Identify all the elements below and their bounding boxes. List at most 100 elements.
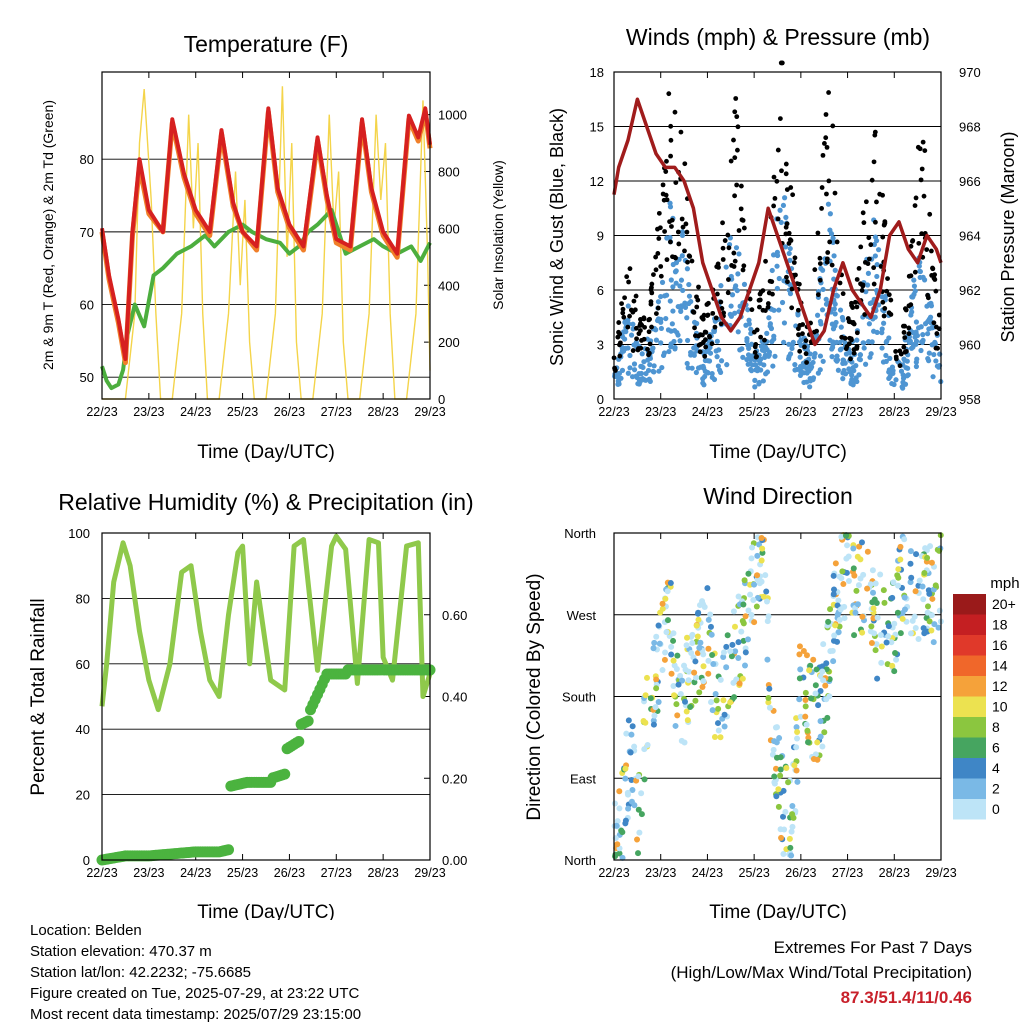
legend-label: 4 [992,760,1000,776]
sonic-wind-point [908,312,914,318]
direction-point [661,656,668,663]
direction-point [878,659,885,666]
gust-point [924,247,930,252]
winds-ytick-label: 15 [590,120,604,135]
direction-point [720,697,727,704]
sonic-wind-point [781,339,787,346]
humidity-xtick-label: 27/23 [321,866,352,880]
sonic-wind-point [814,312,821,318]
gust-point [668,153,673,159]
gust-point [714,291,720,297]
winds-frame [613,71,942,400]
direction-point [641,746,648,753]
gust-point [824,144,830,150]
direction-point [679,677,686,684]
sonic-wind-point [834,339,840,345]
legend-swatch [953,614,986,635]
sonic-wind-point [916,263,922,269]
sonic-wind-point [881,320,887,326]
direction-point [652,704,659,711]
sonic-wind-point [787,245,793,252]
winds-ytick-right-label: 968 [959,120,981,135]
humidity-ytick-right-label: 0.00 [442,853,467,868]
direction-point [854,553,861,560]
direction-point [901,606,908,613]
direction-point [692,658,699,665]
sonic-wind-point [786,341,792,347]
sonic-wind-point [871,241,877,248]
sonic-wind-point [842,371,849,377]
gust-point [812,267,818,273]
direction-point [812,682,819,689]
direction-point [754,572,761,579]
gust-point [630,348,636,353]
direction-point [788,828,795,835]
sonic-wind-point [663,315,669,322]
direction-point [820,677,827,684]
gust-point [765,304,771,310]
gust-point [817,255,823,261]
gust-point [927,211,933,217]
direction-point [628,798,635,805]
direction-point [881,599,888,606]
direction-point [935,624,942,631]
direction-point [717,734,724,741]
winds-xtick-label: 24/23 [692,405,723,419]
gust-point [699,315,705,320]
gust-point [886,292,892,298]
gust-point [758,289,764,295]
sonic-wind-point [817,367,823,373]
sonic-wind-point [889,364,896,370]
gust-point [649,281,655,287]
direction-point [921,630,928,637]
sonic-wind-point [856,356,862,362]
gust-point [664,158,669,164]
direction-xlabel: Time (Day/UTC) [709,902,847,920]
gust-point [858,244,864,250]
direction-point [926,618,933,625]
direction-point [717,676,724,683]
gust-point [790,192,796,198]
gust-point [908,273,914,279]
direction-point [677,672,684,679]
sonic-wind-point [672,346,678,352]
gust-point [678,129,684,135]
sonic-wind-point [678,277,685,283]
sonic-wind-point [840,317,846,323]
gust-point [863,199,869,205]
sonic-wind-point [743,322,749,328]
gust-point [669,224,674,229]
sonic-wind-point [737,303,743,309]
direction-point [727,699,734,706]
direction-point [742,613,749,620]
winds-ytick-right-label: 958 [959,392,981,407]
gust-point [719,306,725,311]
direction-point [889,594,896,601]
direction-point [651,712,658,719]
direction-point [775,786,782,793]
legend-swatch [953,778,986,799]
direction-point [832,560,839,567]
direction-point [694,633,701,640]
gust-point [880,299,886,305]
direction-point [796,675,803,682]
sonic-wind-point [728,303,734,309]
gust-point [913,195,919,201]
gust-point [633,293,639,299]
direction-point [859,629,866,636]
direction-point [650,721,657,728]
gust-point [874,199,879,205]
gust-point [931,320,937,326]
gust-point [704,313,710,318]
direction-point [806,667,813,674]
winds-title: Winds (mph) & Pressure (mb) [626,24,930,50]
direction-point [740,620,747,627]
sonic-wind-point [625,303,631,309]
direction-point [786,835,793,842]
direction-point [853,587,860,594]
sonic-wind-point [789,345,795,352]
legend-swatch [953,676,986,697]
gust-point [888,297,894,303]
sonic-wind-point [677,283,683,289]
legend-swatch [953,717,986,738]
